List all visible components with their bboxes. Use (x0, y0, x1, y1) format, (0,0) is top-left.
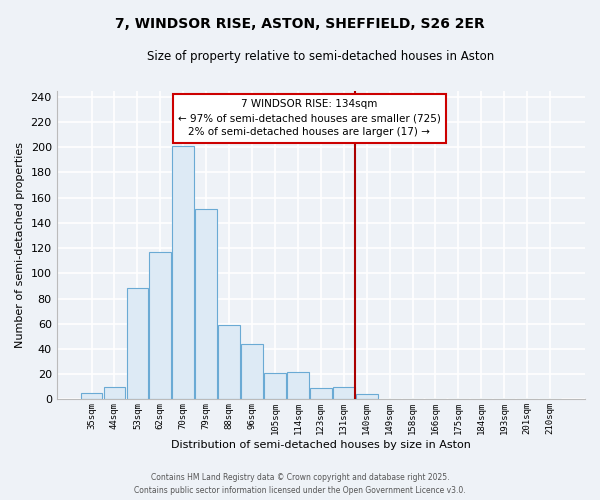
Bar (287, 372, 309, 400)
Bar (196, 209, 217, 400)
Title: Size of property relative to semi-detached houses in Aston: Size of property relative to semi-detach… (147, 50, 494, 63)
Bar (333, 387, 355, 400)
Text: Contains HM Land Registry data © Crown copyright and database right 2025.
Contai: Contains HM Land Registry data © Crown c… (134, 474, 466, 495)
Bar (264, 373, 286, 400)
Bar (172, 146, 194, 400)
Bar (80, 393, 103, 400)
Bar (149, 252, 171, 400)
X-axis label: Distribution of semi-detached houses by size in Aston: Distribution of semi-detached houses by … (171, 440, 471, 450)
Bar (104, 387, 125, 400)
Text: 7, WINDSOR RISE, ASTON, SHEFFIELD, S26 2ER: 7, WINDSOR RISE, ASTON, SHEFFIELD, S26 2… (115, 18, 485, 32)
Bar (356, 394, 377, 400)
Bar (218, 325, 240, 400)
Y-axis label: Number of semi-detached properties: Number of semi-detached properties (15, 142, 25, 348)
Text: 7 WINDSOR RISE: 134sqm
← 97% of semi-detached houses are smaller (725)
2% of sem: 7 WINDSOR RISE: 134sqm ← 97% of semi-det… (178, 100, 441, 138)
Bar (241, 344, 263, 400)
Bar (310, 388, 332, 400)
Bar (127, 288, 148, 400)
